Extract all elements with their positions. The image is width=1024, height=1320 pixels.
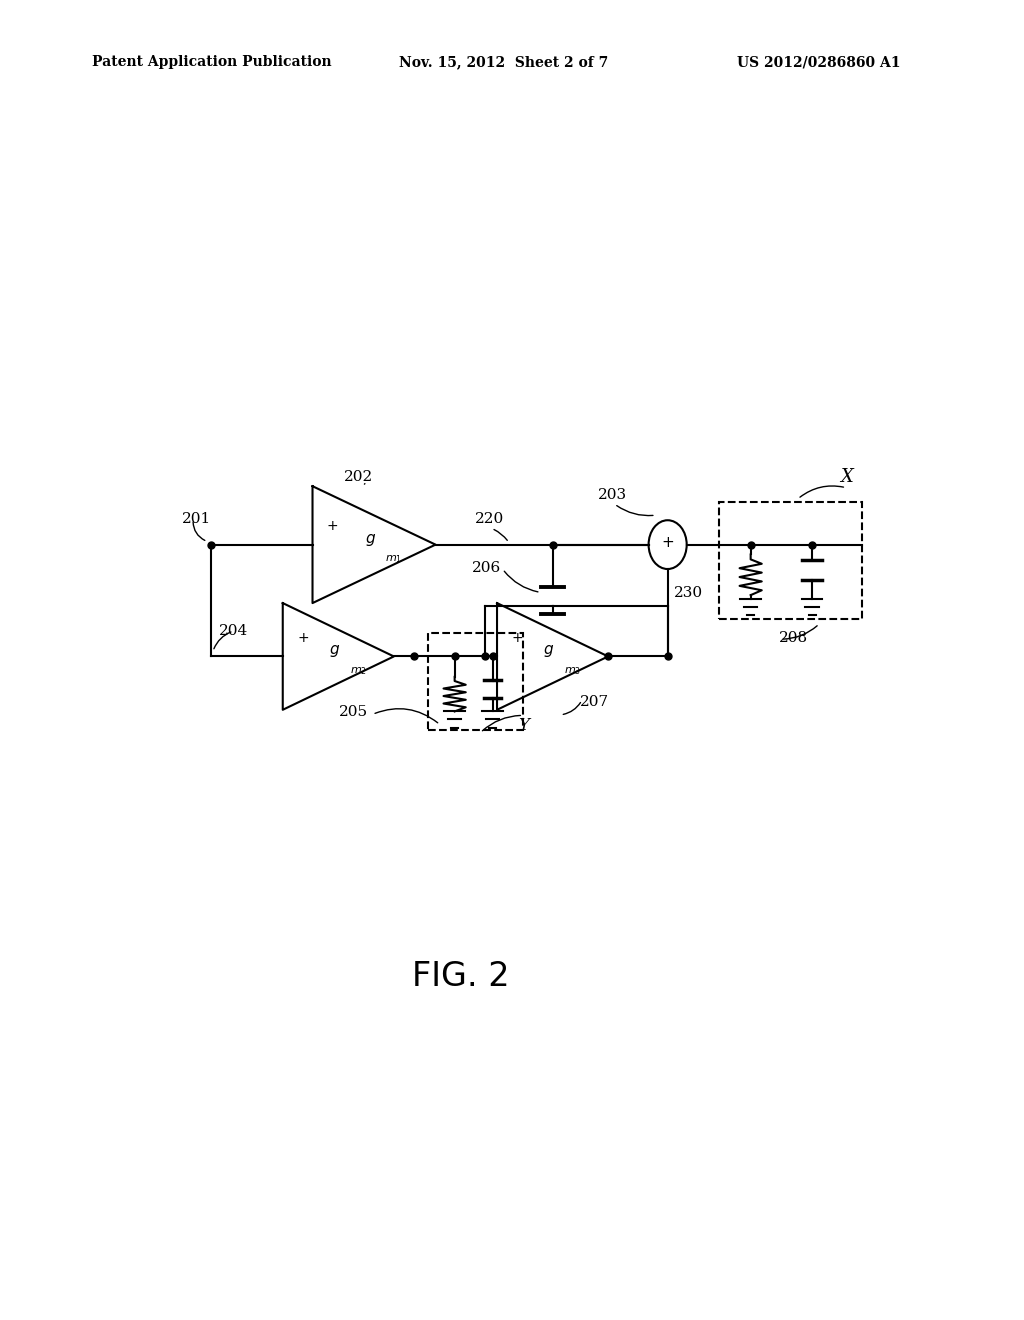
Text: $g$: $g$: [329, 643, 340, 660]
Text: +: +: [297, 631, 308, 645]
Text: 208: 208: [778, 631, 808, 645]
Text: +: +: [662, 535, 674, 550]
Text: 206: 206: [472, 561, 501, 576]
Text: Nov. 15, 2012  Sheet 2 of 7: Nov. 15, 2012 Sheet 2 of 7: [399, 55, 608, 70]
Text: 230: 230: [674, 586, 703, 601]
Text: 220: 220: [474, 512, 504, 527]
Bar: [428, 634, 523, 730]
Text: FIG. 2: FIG. 2: [413, 960, 510, 993]
Text: 202: 202: [343, 470, 373, 483]
Text: 203: 203: [598, 488, 627, 502]
Text: $g$: $g$: [543, 643, 554, 660]
Text: +: +: [511, 631, 523, 645]
Text: 201: 201: [182, 512, 211, 527]
Text: 205: 205: [339, 705, 369, 719]
Text: 207: 207: [581, 696, 609, 709]
Text: X: X: [840, 467, 853, 486]
Text: $m_2$: $m_2$: [349, 665, 367, 677]
Text: $m_1$: $m_1$: [385, 553, 402, 565]
Text: $m_3$: $m_3$: [564, 665, 581, 677]
Text: Patent Application Publication: Patent Application Publication: [92, 55, 332, 70]
Text: $g$: $g$: [365, 532, 376, 548]
Text: 204: 204: [219, 624, 249, 638]
Text: US 2012/0286860 A1: US 2012/0286860 A1: [737, 55, 901, 70]
Text: Y: Y: [518, 718, 528, 734]
Text: +: +: [327, 519, 338, 533]
Bar: [719, 502, 862, 619]
